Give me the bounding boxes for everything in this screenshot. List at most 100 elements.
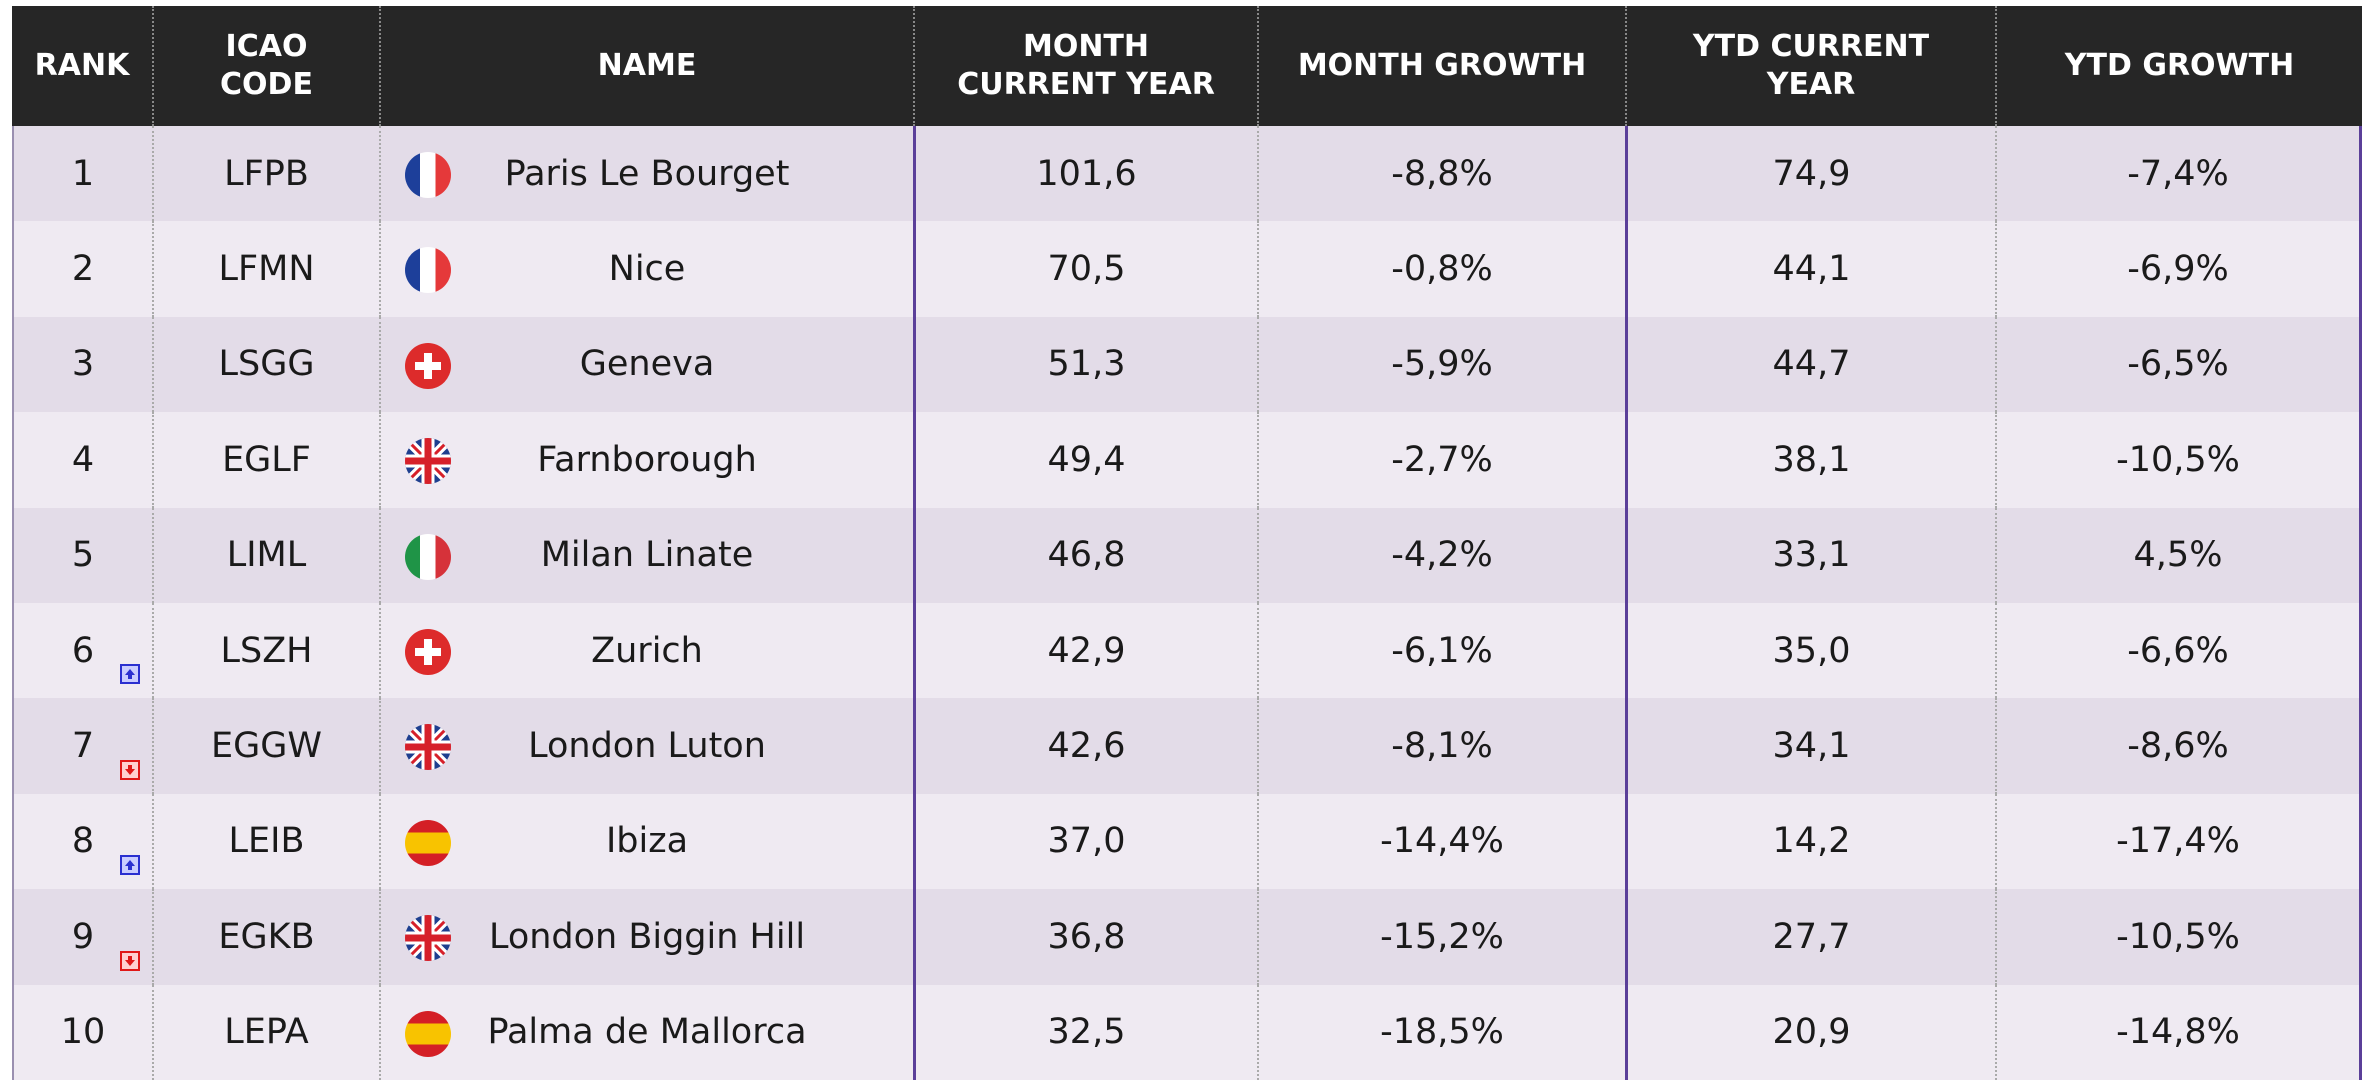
cell-text: 36,8 <box>1047 916 1126 957</box>
cell-text: NAME <box>597 48 697 83</box>
table-cell: 44,7 <box>1625 316 1995 413</box>
table-cell: LFPB <box>152 126 379 222</box>
cell-text: -0,8% <box>1391 249 1493 290</box>
table-cell: 8 <box>12 793 152 890</box>
table-cell: 36,8 <box>913 889 1257 985</box>
cell-text: -8,8% <box>1391 153 1493 194</box>
cell-text: 14,2 <box>1772 821 1851 862</box>
table-cell: 27,7 <box>1625 889 1995 985</box>
flag-icon <box>405 438 451 485</box>
table-cell: -4,2% <box>1257 507 1625 603</box>
flag-icon <box>405 724 451 771</box>
table-cell: 9 <box>12 889 152 985</box>
header-cell: ICAO CODE <box>152 6 379 126</box>
table-cell: -8,8% <box>1257 126 1625 222</box>
table-cell: 3 <box>12 316 152 413</box>
cell-text: -7,4% <box>2127 153 2229 194</box>
table-cell: 33,1 <box>1625 507 1995 603</box>
table-cell: EGLF <box>152 412 379 508</box>
cell-text: 3 <box>71 344 95 385</box>
table-cell: -6,1% <box>1257 602 1625 699</box>
cell-text: 49,4 <box>1047 439 1126 480</box>
flag-icon <box>405 342 451 389</box>
cell-text: London Biggin Hill <box>488 916 806 957</box>
cell-text: 7 <box>71 726 95 767</box>
table-cell: 74,9 <box>1625 126 1995 222</box>
cell-text: -5,9% <box>1391 344 1493 385</box>
cell-text: 10 <box>60 1012 106 1053</box>
header-cell: YTD CURRENT YEAR <box>1625 6 1995 126</box>
table-cell: London Biggin Hill <box>379 889 913 985</box>
cell-text: 6 <box>71 630 95 671</box>
cell-text: 20,9 <box>1772 1012 1851 1053</box>
table-cell: -0,8% <box>1257 221 1625 317</box>
cell-text: YTD GROWTH <box>2064 48 2295 83</box>
cell-text: LEIB <box>228 821 305 862</box>
table-cell: -6,5% <box>1995 316 2362 413</box>
cell-text: 33,1 <box>1772 535 1851 576</box>
flag-icon <box>405 819 451 866</box>
flag-icon <box>405 1010 451 1057</box>
table-cell: 38,1 <box>1625 412 1995 508</box>
table-cell: Nice <box>379 221 913 317</box>
cell-text: 74,9 <box>1772 153 1851 194</box>
cell-text: Geneva <box>579 344 715 385</box>
table-cell: LIML <box>152 507 379 603</box>
flag-icon <box>405 533 451 580</box>
cell-text: -6,1% <box>1391 630 1493 671</box>
table-cell: -10,5% <box>1995 412 2362 508</box>
table-cell: LSZH <box>152 602 379 699</box>
cell-text: 27,7 <box>1772 916 1851 957</box>
cell-text: -8,6% <box>2127 726 2229 767</box>
cell-text: YTD CURRENT YEAR <box>1692 29 1930 102</box>
cell-text: -17,4% <box>2116 821 2240 862</box>
table-cell: -2,7% <box>1257 412 1625 508</box>
table-cell: LFMN <box>152 221 379 317</box>
table-cell: -8,6% <box>1995 698 2362 794</box>
table-cell: Paris Le Bourget <box>379 126 913 222</box>
table-cell: -15,2% <box>1257 889 1625 985</box>
cell-text: London Luton <box>528 726 766 767</box>
cell-text: -10,5% <box>2116 916 2240 957</box>
cell-text: -14,4% <box>1380 821 1504 862</box>
cell-text: LFMN <box>218 249 315 290</box>
header-cell: YTD GROWTH <box>1995 6 2362 126</box>
table-cell: 4,5% <box>1995 507 2362 603</box>
cell-text: Milan Linate <box>540 535 754 576</box>
table-cell: -14,8% <box>1995 984 2362 1080</box>
table-cell: 4 <box>12 412 152 508</box>
flag-icon <box>405 915 451 962</box>
cell-text: LSZH <box>220 630 313 671</box>
table-cell: Geneva <box>379 316 913 413</box>
cell-text: 5 <box>71 535 95 576</box>
header-cell: NAME <box>379 6 913 126</box>
rank-up-icon <box>120 855 140 876</box>
cell-text: 51,3 <box>1047 344 1126 385</box>
cell-text: -2,7% <box>1391 439 1493 480</box>
cell-text: 101,6 <box>1036 153 1137 194</box>
cell-text: 70,5 <box>1047 249 1126 290</box>
table-cell: 101,6 <box>913 126 1257 222</box>
table-cell: 70,5 <box>913 221 1257 317</box>
cell-text: -6,6% <box>2127 630 2229 671</box>
cell-text: -18,5% <box>1380 1012 1504 1053</box>
header-cell: MONTH GROWTH <box>1257 6 1625 126</box>
cell-text: 38,1 <box>1772 439 1851 480</box>
table-cell: EGGW <box>152 698 379 794</box>
cell-text: MONTH CURRENT YEAR <box>957 29 1215 102</box>
cell-text: LIML <box>226 535 307 576</box>
table-cell: -5,9% <box>1257 316 1625 413</box>
cell-text: -4,2% <box>1391 535 1493 576</box>
cell-text: 8 <box>71 821 95 862</box>
cell-text: EGKB <box>218 916 315 957</box>
cell-text: 9 <box>71 916 95 957</box>
cell-text: 46,8 <box>1047 535 1126 576</box>
cell-text: -6,9% <box>2127 249 2229 290</box>
table-cell: 42,9 <box>913 602 1257 699</box>
cell-text: EGGW <box>211 726 322 767</box>
rank-down-icon <box>120 950 140 971</box>
flag-icon <box>405 152 451 198</box>
cell-text: Paris Le Bourget <box>504 153 790 194</box>
cell-text: Ibiza <box>605 821 689 862</box>
